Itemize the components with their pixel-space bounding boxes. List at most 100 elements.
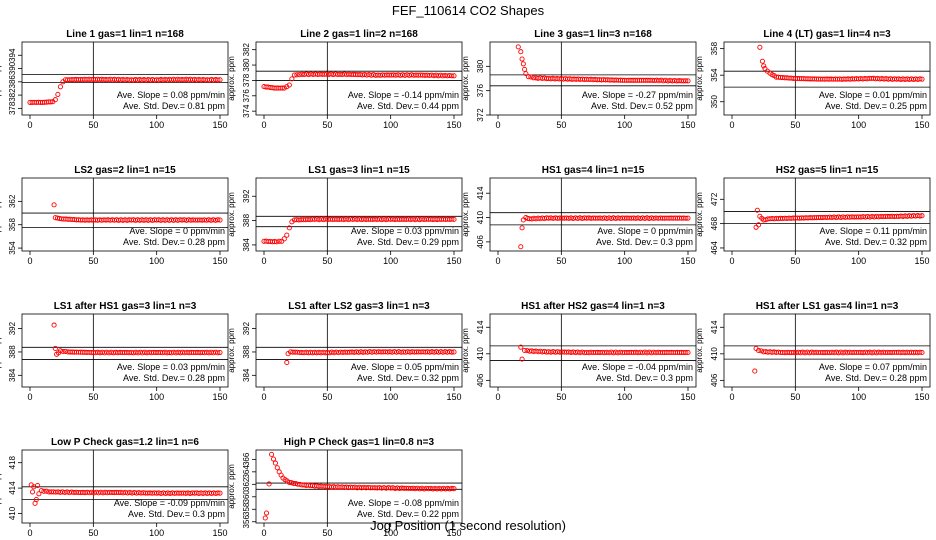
y-tick-label: 384	[242, 368, 251, 382]
y-tick-label: 392	[8, 321, 17, 335]
plot-frame	[255, 449, 463, 524]
figure-title: FEF_110614 CO2 Shapes	[391, 3, 545, 18]
data-point	[60, 348, 66, 355]
plot-frame	[723, 177, 931, 252]
x-tick-label: 0	[27, 528, 32, 538]
data-point	[520, 217, 526, 223]
data-series	[261, 71, 457, 91]
data-point	[262, 515, 268, 521]
y-axis-label: approx. ppm	[227, 56, 236, 101]
x-tick-label: 0	[729, 120, 734, 130]
x-tick-label: 100	[383, 528, 398, 538]
y-tick-label: 376	[476, 83, 485, 97]
panel-title: LS1 gas=3 lin=1 n=15	[308, 165, 410, 176]
data-point	[525, 74, 531, 80]
plot-frame	[255, 313, 463, 388]
data-point	[291, 72, 297, 78]
x-tick-label: 50	[88, 392, 98, 402]
y-axis-label: approx. ppm	[227, 192, 236, 237]
y-tick-label: 366	[242, 452, 251, 466]
std-dev-annotation: Ave. Std. Dev.= 0.28 ppm	[123, 237, 225, 247]
slope-annotation: Ave. Slope = -0.08 ppm/min	[348, 498, 459, 508]
panel-title: LS2 gas=2 lin=1 n=15	[74, 165, 176, 176]
x-tick-label: 100	[617, 256, 632, 266]
y-tick-label: 384	[242, 238, 251, 252]
data-point	[685, 215, 691, 221]
data-point	[55, 91, 61, 97]
x-tick-label: 100	[149, 256, 164, 266]
panel-title: HS1 after HS2 gas=4 lin=1 n=3	[521, 301, 665, 312]
std-dev-annotation: Ave. Std. Dev.= 0.28 ppm	[825, 373, 927, 383]
x-tick-label: 150	[914, 120, 929, 130]
y-tick-label: 380	[476, 59, 485, 73]
data-point	[515, 44, 521, 50]
panel-title: HS1 gas=4 lin=1 n=15	[542, 165, 645, 176]
x-tick-label: 100	[149, 392, 164, 402]
std-dev-annotation: Ave. Std. Dev.= 0.52 ppm	[591, 101, 693, 111]
data-point	[520, 61, 526, 67]
panel-11: HS1 after HS2 gas=4 lin=1 n=3 approx. ppm…	[461, 301, 697, 402]
x-tick-label: 50	[790, 392, 800, 402]
plot-frame	[21, 313, 229, 388]
panel-title: HS2 gas=5 lin=1 n=15	[776, 165, 879, 176]
panel-title: Line 2 gas=1 lin=2 n=168	[300, 29, 418, 40]
data-point	[215, 217, 221, 223]
data-point	[274, 239, 280, 245]
x-tick-label: 150	[446, 392, 461, 402]
std-dev-annotation: Ave. Std. Dev.= 0.3 ppm	[596, 237, 693, 247]
data-point	[919, 349, 925, 356]
data-point	[518, 244, 524, 250]
data-point	[281, 236, 287, 242]
data-point	[522, 66, 528, 72]
y-tick-label: 350	[710, 95, 719, 109]
y-tick-label: 376	[242, 89, 251, 103]
data-series	[518, 344, 691, 362]
slope-annotation: Ave. Slope = 0.01 ppm/min	[819, 90, 927, 100]
data-point	[43, 488, 50, 494]
y-axis-label: approx. ppm	[227, 328, 236, 373]
data-point	[449, 216, 455, 222]
panel-14: High P Check gas=1 lin=0.8 n=3 approx. pp…	[227, 437, 463, 538]
y-tick-label: 406	[476, 373, 485, 387]
data-series	[757, 44, 925, 82]
x-tick-label: 0	[27, 256, 32, 266]
x-tick-label: 100	[149, 120, 164, 130]
y-tick-label: 362	[242, 477, 251, 491]
data-point	[286, 225, 292, 231]
data-point	[917, 349, 923, 355]
y-tick-label: 354	[710, 68, 719, 82]
std-dev-annotation: Ave. Std. Dev.= 0.3 ppm	[128, 509, 225, 519]
x-tick-label: 50	[88, 256, 98, 266]
data-point	[38, 488, 44, 494]
slope-annotation: Ave. Slope = 0 ppm/min	[597, 226, 693, 236]
x-tick-label: 0	[261, 256, 266, 266]
y-axis-label: approx. ppm	[0, 192, 2, 237]
plot-frame	[21, 41, 229, 116]
data-point	[519, 356, 525, 362]
data-point	[759, 58, 765, 64]
x-tick-label: 0	[27, 392, 32, 402]
data-point	[451, 73, 457, 79]
data-point	[294, 72, 300, 78]
x-tick-label: 100	[617, 120, 632, 130]
data-series	[752, 345, 925, 374]
y-tick-label: 364	[242, 465, 251, 479]
y-axis-label: approx. ppm	[461, 328, 470, 373]
y-axis-label: approx. ppm	[0, 464, 2, 509]
panel-8: HS2 gas=5 lin=1 n=15 approx. ppm 0 50 100 150…	[695, 165, 931, 266]
panel-1: Line 1 gas=1 lin=1 n=168 approx. ppm 0 50 10…	[0, 29, 229, 130]
y-tick-label: 468	[710, 216, 719, 230]
data-point	[919, 213, 925, 219]
y-tick-label: 410	[710, 347, 719, 361]
y-axis-label: approx. ppm	[695, 192, 704, 237]
y-tick-label: 406	[476, 235, 485, 249]
x-tick-label: 100	[383, 256, 398, 266]
data-point	[917, 213, 923, 219]
x-tick-label: 100	[383, 392, 398, 402]
x-tick-label: 100	[383, 120, 398, 130]
panel-6: LS1 gas=3 lin=1 n=15 approx. ppm 0 50 100 150…	[227, 165, 463, 266]
data-point	[518, 49, 524, 55]
data-point	[756, 222, 762, 228]
data-point	[919, 76, 925, 82]
